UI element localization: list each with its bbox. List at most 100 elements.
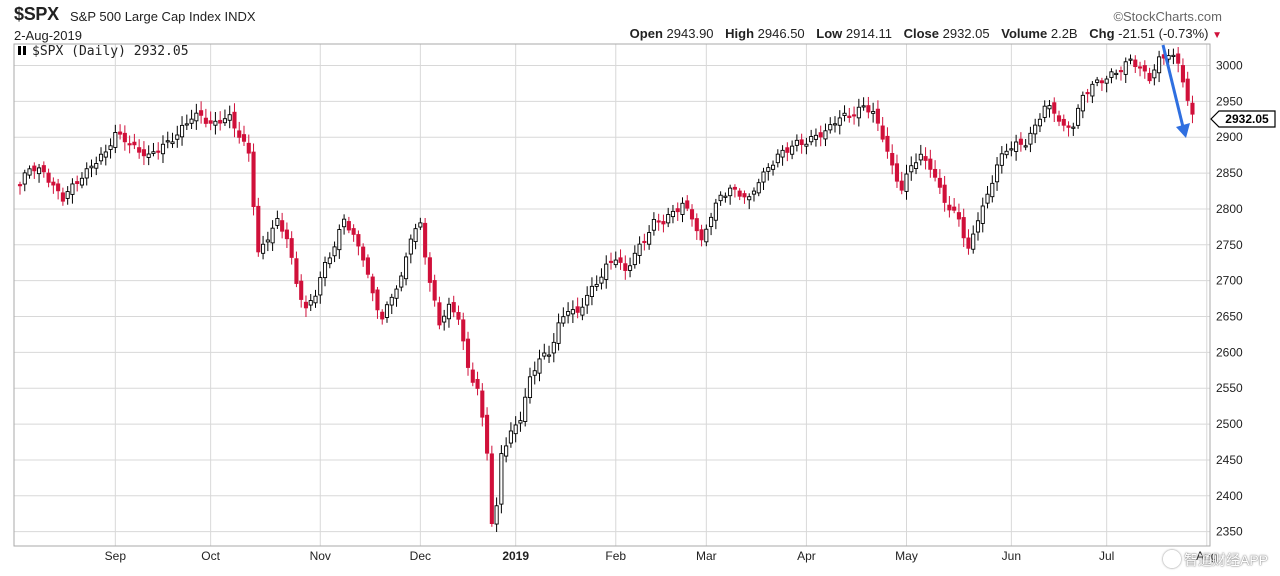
index-name-text: S&P 500 Large Cap Index — [70, 9, 221, 24]
candle-body — [637, 243, 642, 256]
candle-body — [785, 147, 790, 153]
candle-body — [489, 453, 494, 524]
candle-body — [999, 153, 1004, 166]
y-tick-label: 2400 — [1216, 489, 1243, 503]
x-tick-label: Aug — [1196, 549, 1217, 563]
candle-body — [847, 115, 852, 119]
candle-body — [542, 352, 547, 357]
candle-body — [894, 163, 900, 182]
candle-body — [208, 120, 213, 124]
candle-body — [904, 173, 909, 192]
candle-body — [918, 153, 923, 161]
trend-arrow — [1161, 44, 1190, 138]
candle-body — [222, 118, 227, 124]
candle-body — [22, 172, 27, 185]
candle-body — [656, 220, 661, 223]
candle-body — [1099, 80, 1104, 84]
candle-body — [375, 289, 380, 311]
candle-body — [156, 150, 161, 153]
x-tick-label: Mar — [696, 549, 717, 563]
candle-body — [342, 218, 347, 228]
candle-body — [146, 153, 151, 158]
candle-body — [122, 132, 127, 143]
exchange: INDX — [224, 9, 256, 24]
candle-body — [289, 238, 294, 258]
candle-body — [213, 120, 218, 126]
y-tick-label: 2450 — [1216, 453, 1243, 467]
chart-header: $SPX S&P 500 Large Cap Index INDX 2-Aug-… — [14, 4, 1222, 44]
candle-body — [1066, 125, 1071, 128]
low-value: 2914.11 — [845, 26, 892, 41]
candle-body — [775, 153, 780, 164]
candle-body — [780, 149, 785, 158]
trend-arrow-line — [1161, 44, 1185, 128]
candle-body — [923, 156, 928, 161]
candle-body — [561, 316, 566, 324]
candle-body — [218, 119, 223, 124]
close-value: 2932.05 — [942, 26, 990, 41]
candle-body — [580, 306, 585, 316]
brand-link[interactable]: ©StockCharts.com — [1113, 9, 1222, 24]
y-tick-label: 2850 — [1216, 166, 1243, 180]
candle-body — [504, 445, 509, 457]
x-tick-label: Jul — [1099, 549, 1114, 563]
candle-body — [899, 180, 904, 191]
candle-body — [1023, 145, 1028, 148]
y-tick-label: 2800 — [1216, 202, 1243, 216]
candle-body — [1056, 115, 1062, 122]
candle-body — [971, 233, 976, 250]
candle-body — [937, 177, 942, 188]
candle-body — [790, 145, 795, 155]
x-tick-label: Feb — [605, 549, 626, 563]
candle-body — [103, 151, 108, 158]
candle-body — [261, 243, 266, 254]
candle-body — [575, 306, 580, 313]
candle-body — [275, 218, 280, 226]
candle-body — [1147, 72, 1152, 82]
open-label: Open — [629, 26, 663, 41]
candle-body — [170, 141, 175, 145]
candle-body — [809, 136, 814, 143]
candle-body — [451, 302, 456, 313]
candle-body — [1171, 54, 1176, 57]
candle-body — [751, 190, 757, 195]
candle-body — [613, 259, 618, 266]
candle-body — [680, 202, 685, 215]
y-tick-label: 2700 — [1216, 274, 1243, 288]
watermark-text: 智通财经APP — [1183, 552, 1268, 568]
candle-body — [203, 117, 208, 124]
candle-body — [60, 192, 65, 202]
candle-body — [709, 216, 714, 227]
candle-body — [1085, 92, 1090, 95]
candle-body — [118, 131, 123, 135]
candle-body — [913, 162, 919, 169]
candle-body — [284, 229, 289, 240]
candlestick-icon — [18, 46, 28, 55]
candle-body — [1061, 118, 1066, 126]
candle-body — [1137, 66, 1143, 69]
candle-body — [132, 141, 137, 146]
candle-body — [232, 111, 237, 129]
candle-body — [303, 301, 309, 309]
candle-body — [199, 110, 204, 116]
candle-body — [928, 158, 933, 170]
candle-body — [1180, 65, 1185, 83]
candle-body — [356, 234, 361, 247]
candle-body — [160, 143, 166, 155]
candle-body — [756, 182, 761, 194]
candle-body — [608, 260, 614, 263]
candle-body — [1095, 79, 1100, 83]
volume-value: 2.2B — [1050, 26, 1078, 41]
candle-body — [747, 196, 752, 201]
candle-body — [51, 181, 56, 186]
candle-body — [1037, 118, 1043, 127]
candle-body — [651, 218, 656, 231]
candle-body — [251, 151, 256, 208]
candle-body — [1018, 138, 1023, 145]
high-value: 2946.50 — [757, 26, 805, 41]
candle-body — [194, 112, 199, 122]
candle-body — [880, 125, 885, 140]
candle-body — [41, 165, 46, 173]
candle-body — [384, 304, 390, 318]
